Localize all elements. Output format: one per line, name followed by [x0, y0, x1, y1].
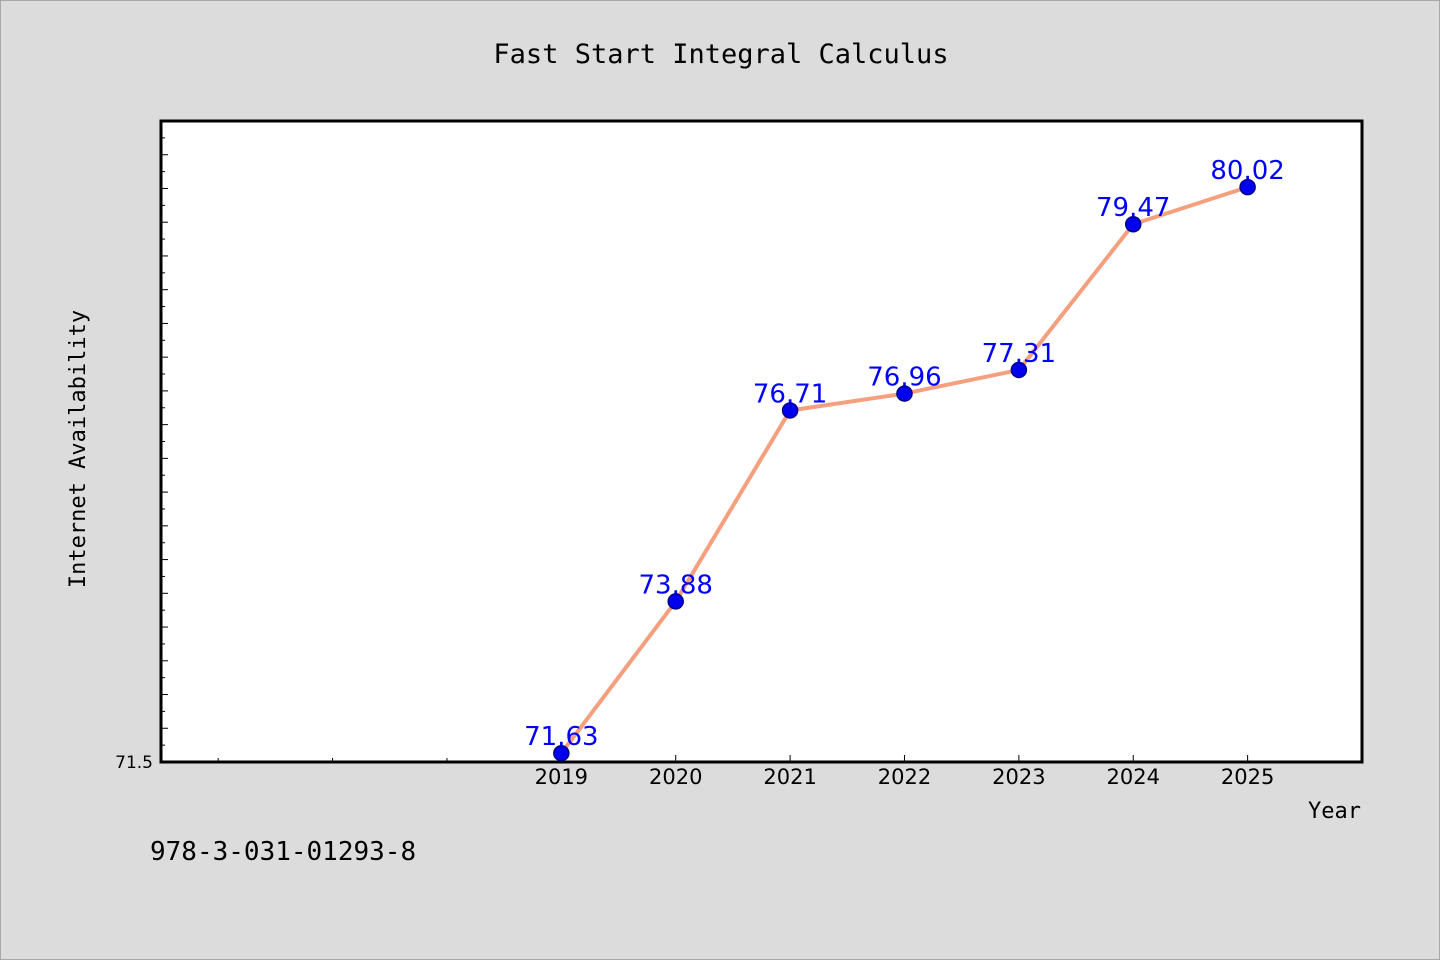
data-label-2022: 76.96 — [867, 363, 941, 393]
x-tick-label-group: 2019 2020 2021 2022 2023 2024 2025 — [535, 765, 1275, 789]
isbn-footer: 978-3-031-01293-8 — [150, 837, 417, 867]
y-tick-label-group: 71.5 — [115, 753, 153, 773]
marker-group — [553, 178, 1256, 762]
data-label-2020: 73.88 — [638, 570, 712, 600]
data-point-2024 — [1124, 215, 1142, 233]
data-label-2021: 76.71 — [753, 379, 827, 409]
y-axis-label: Internet Availability — [66, 310, 91, 588]
plot-area — [159, 119, 1364, 764]
data-label-group: 71.63 73.88 76.71 76.96 77.31 79.47 80.02 — [524, 156, 1285, 752]
data-point-2023 — [1010, 361, 1028, 379]
data-point-2025 — [1239, 178, 1256, 196]
data-label-2023: 77.31 — [982, 339, 1056, 369]
x-tick-label-2019: 2019 — [535, 765, 588, 789]
data-point-2022 — [896, 385, 913, 402]
data-point-2020 — [667, 593, 684, 610]
x-tick-label-2023: 2023 — [992, 765, 1045, 789]
axis-ticks — [161, 120, 1363, 763]
data-label-2025: 80.02 — [1210, 156, 1284, 186]
data-label-2019: 71.63 — [524, 722, 598, 752]
x-tick-label-2024: 2024 — [1107, 765, 1160, 789]
x-axis-label: Year — [1308, 799, 1361, 824]
x-tick-label-2025: 2025 — [1221, 765, 1274, 789]
x-tick-label-2020: 2020 — [649, 765, 702, 789]
x-tick-label-2022: 2022 — [878, 765, 931, 789]
data-point-2019 — [553, 744, 570, 762]
chart-title: Fast Start Integral Calculus — [493, 39, 948, 70]
data-point-2021 — [781, 402, 799, 419]
y-tick-label: 71.5 — [115, 753, 153, 773]
data-label-2024: 79.47 — [1096, 193, 1170, 223]
x-tick-label-2021: 2021 — [763, 765, 816, 789]
